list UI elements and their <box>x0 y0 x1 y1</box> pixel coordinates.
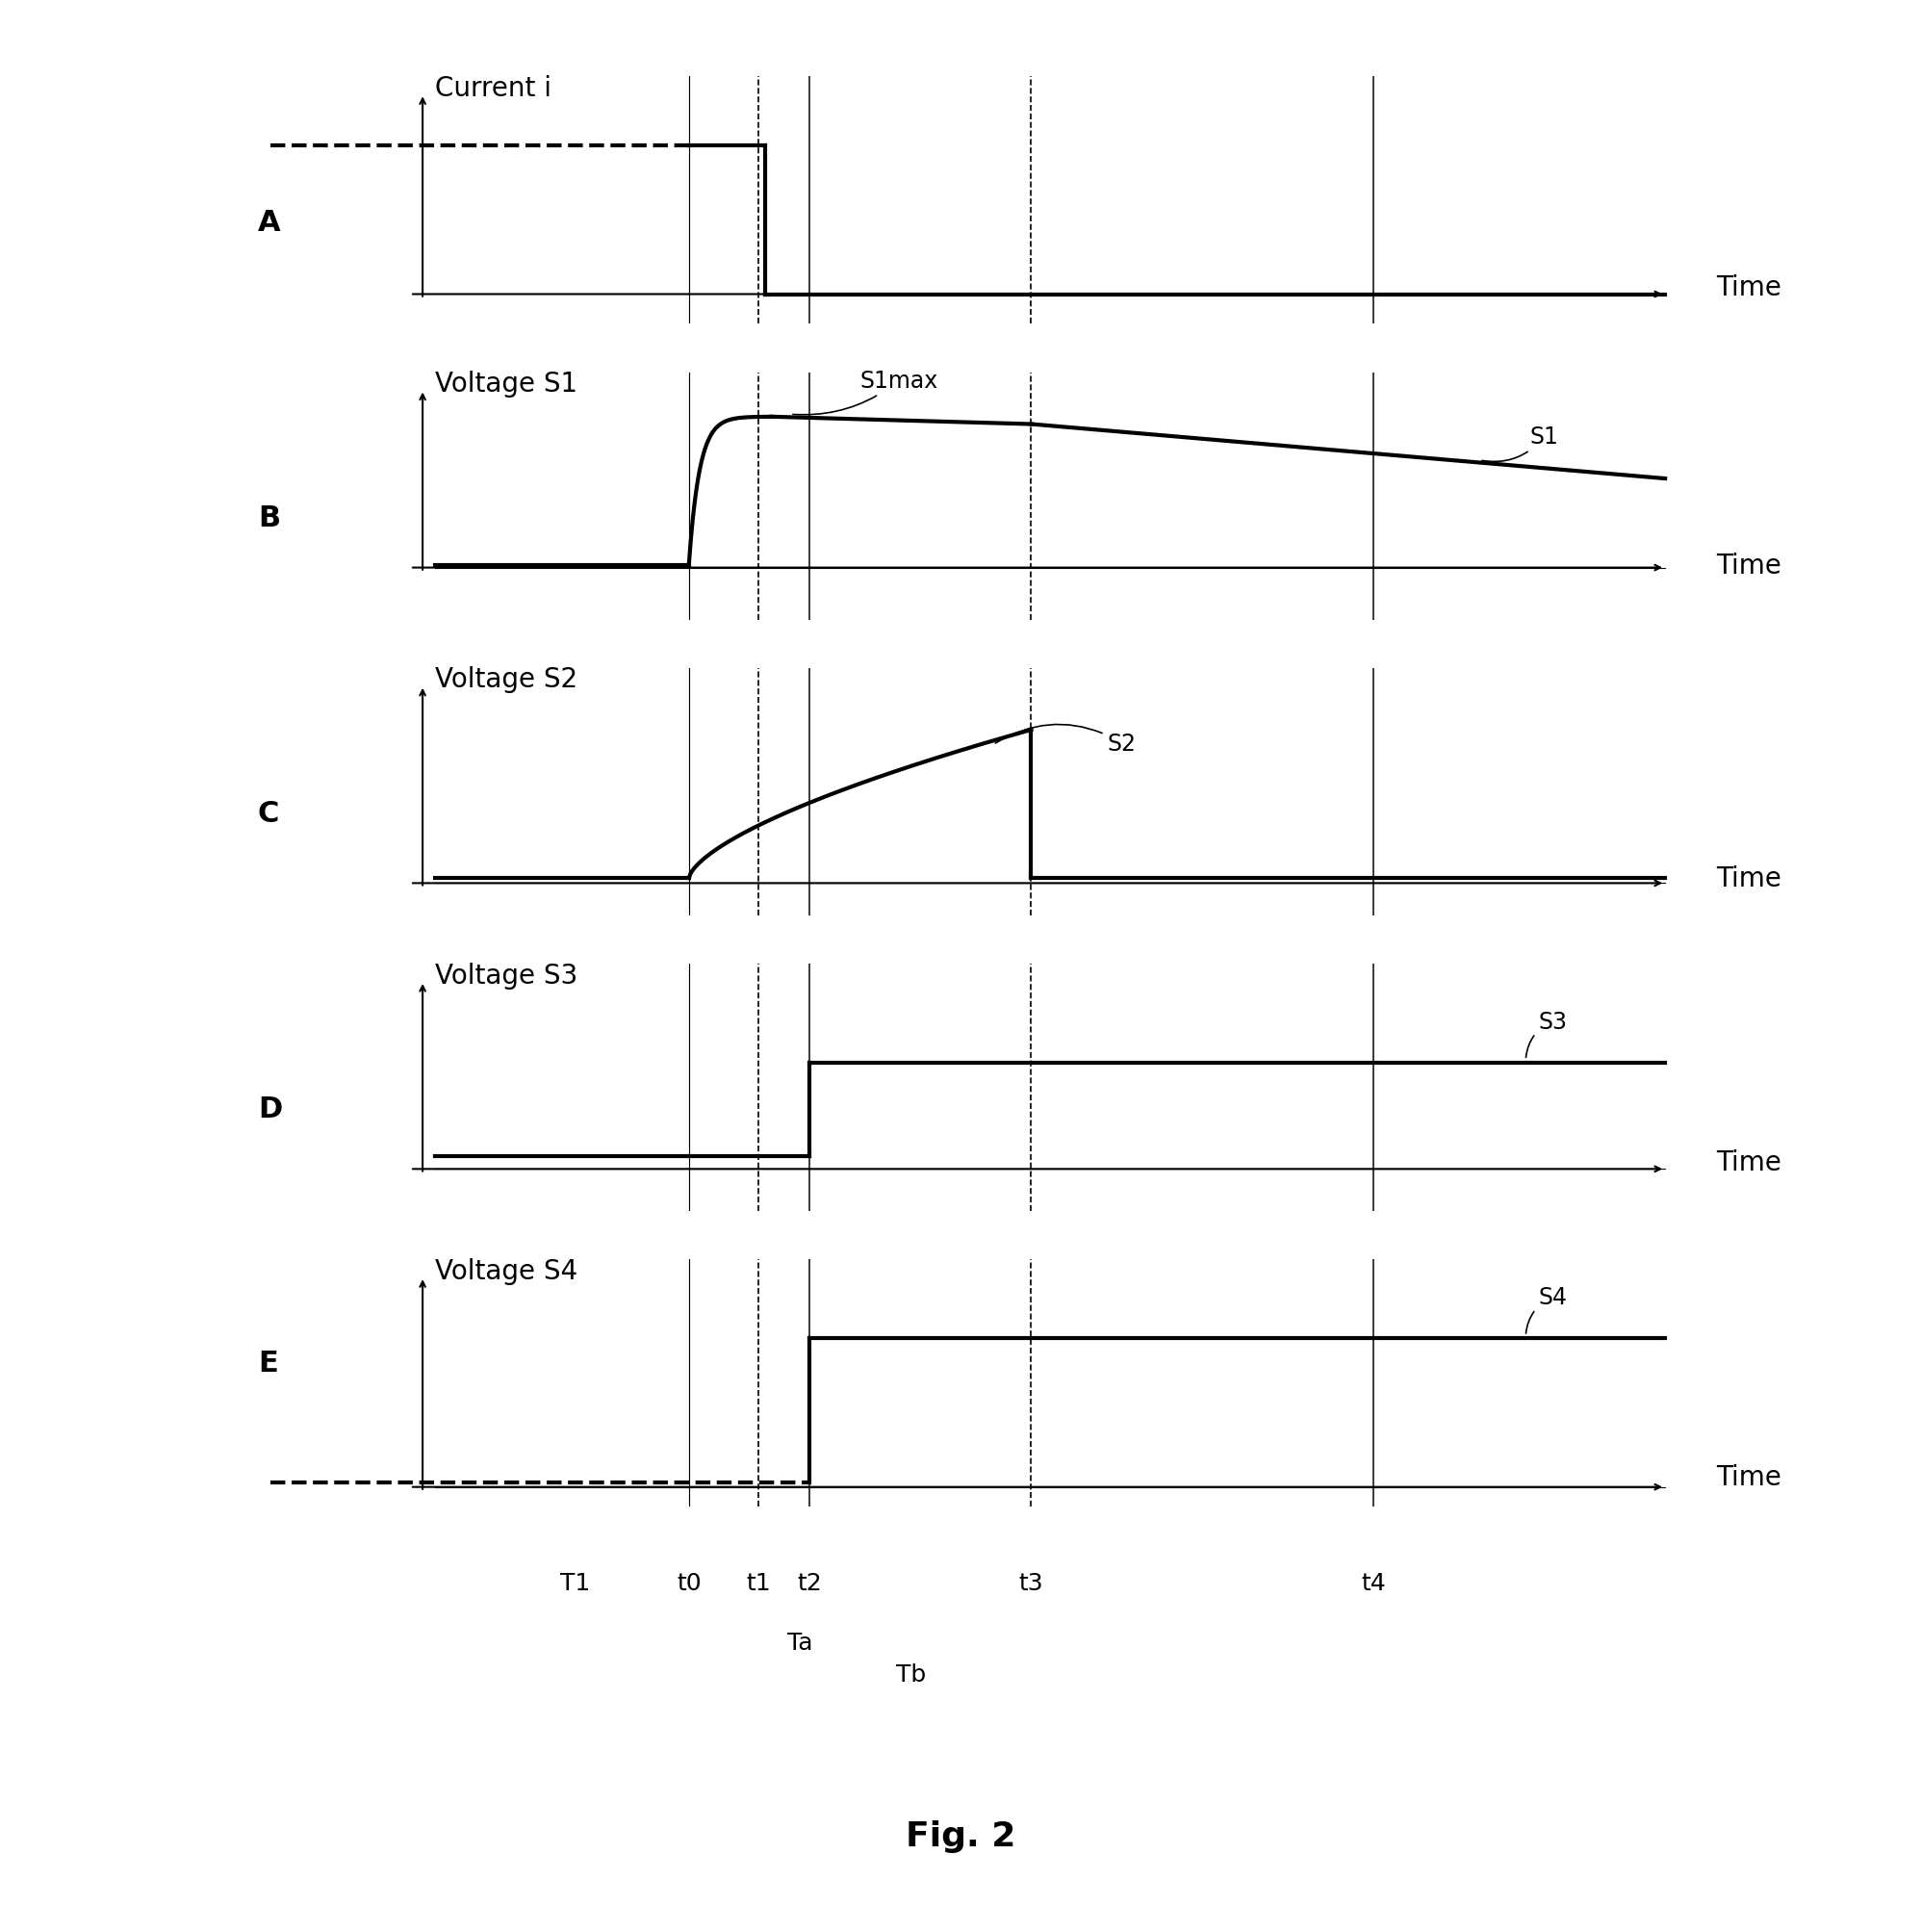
Text: t2: t2 <box>797 1571 822 1594</box>
Text: Time: Time <box>1715 1148 1781 1175</box>
Text: Voltage S1: Voltage S1 <box>436 371 578 398</box>
Text: Voltage S4: Voltage S4 <box>436 1258 578 1285</box>
Text: D: D <box>257 1095 282 1122</box>
Text: E: E <box>257 1349 279 1378</box>
Text: Time: Time <box>1715 866 1781 893</box>
Text: Time: Time <box>1715 274 1781 301</box>
Text: Current i: Current i <box>436 75 551 102</box>
Text: S1: S1 <box>1483 425 1560 462</box>
Text: t4: t4 <box>1362 1571 1385 1594</box>
Text: B: B <box>257 504 280 531</box>
Text: T1: T1 <box>559 1571 590 1594</box>
Text: t1: t1 <box>745 1571 770 1594</box>
Text: A: A <box>257 209 280 236</box>
Text: t3: t3 <box>1018 1571 1043 1594</box>
Text: Ta: Ta <box>788 1631 813 1654</box>
Text: Tb: Tb <box>895 1663 926 1687</box>
Text: S1max: S1max <box>793 369 937 415</box>
Text: S3: S3 <box>1525 1010 1568 1059</box>
Text: Voltage S3: Voltage S3 <box>436 962 578 989</box>
Text: Fig. 2: Fig. 2 <box>905 1820 1016 1851</box>
Text: Time: Time <box>1715 553 1781 580</box>
Text: Time: Time <box>1715 1464 1781 1492</box>
Text: S4: S4 <box>1525 1287 1568 1333</box>
Text: t0: t0 <box>676 1571 701 1594</box>
Text: S2: S2 <box>995 724 1135 755</box>
Text: Voltage S2: Voltage S2 <box>436 667 578 694</box>
Text: C: C <box>257 800 279 827</box>
